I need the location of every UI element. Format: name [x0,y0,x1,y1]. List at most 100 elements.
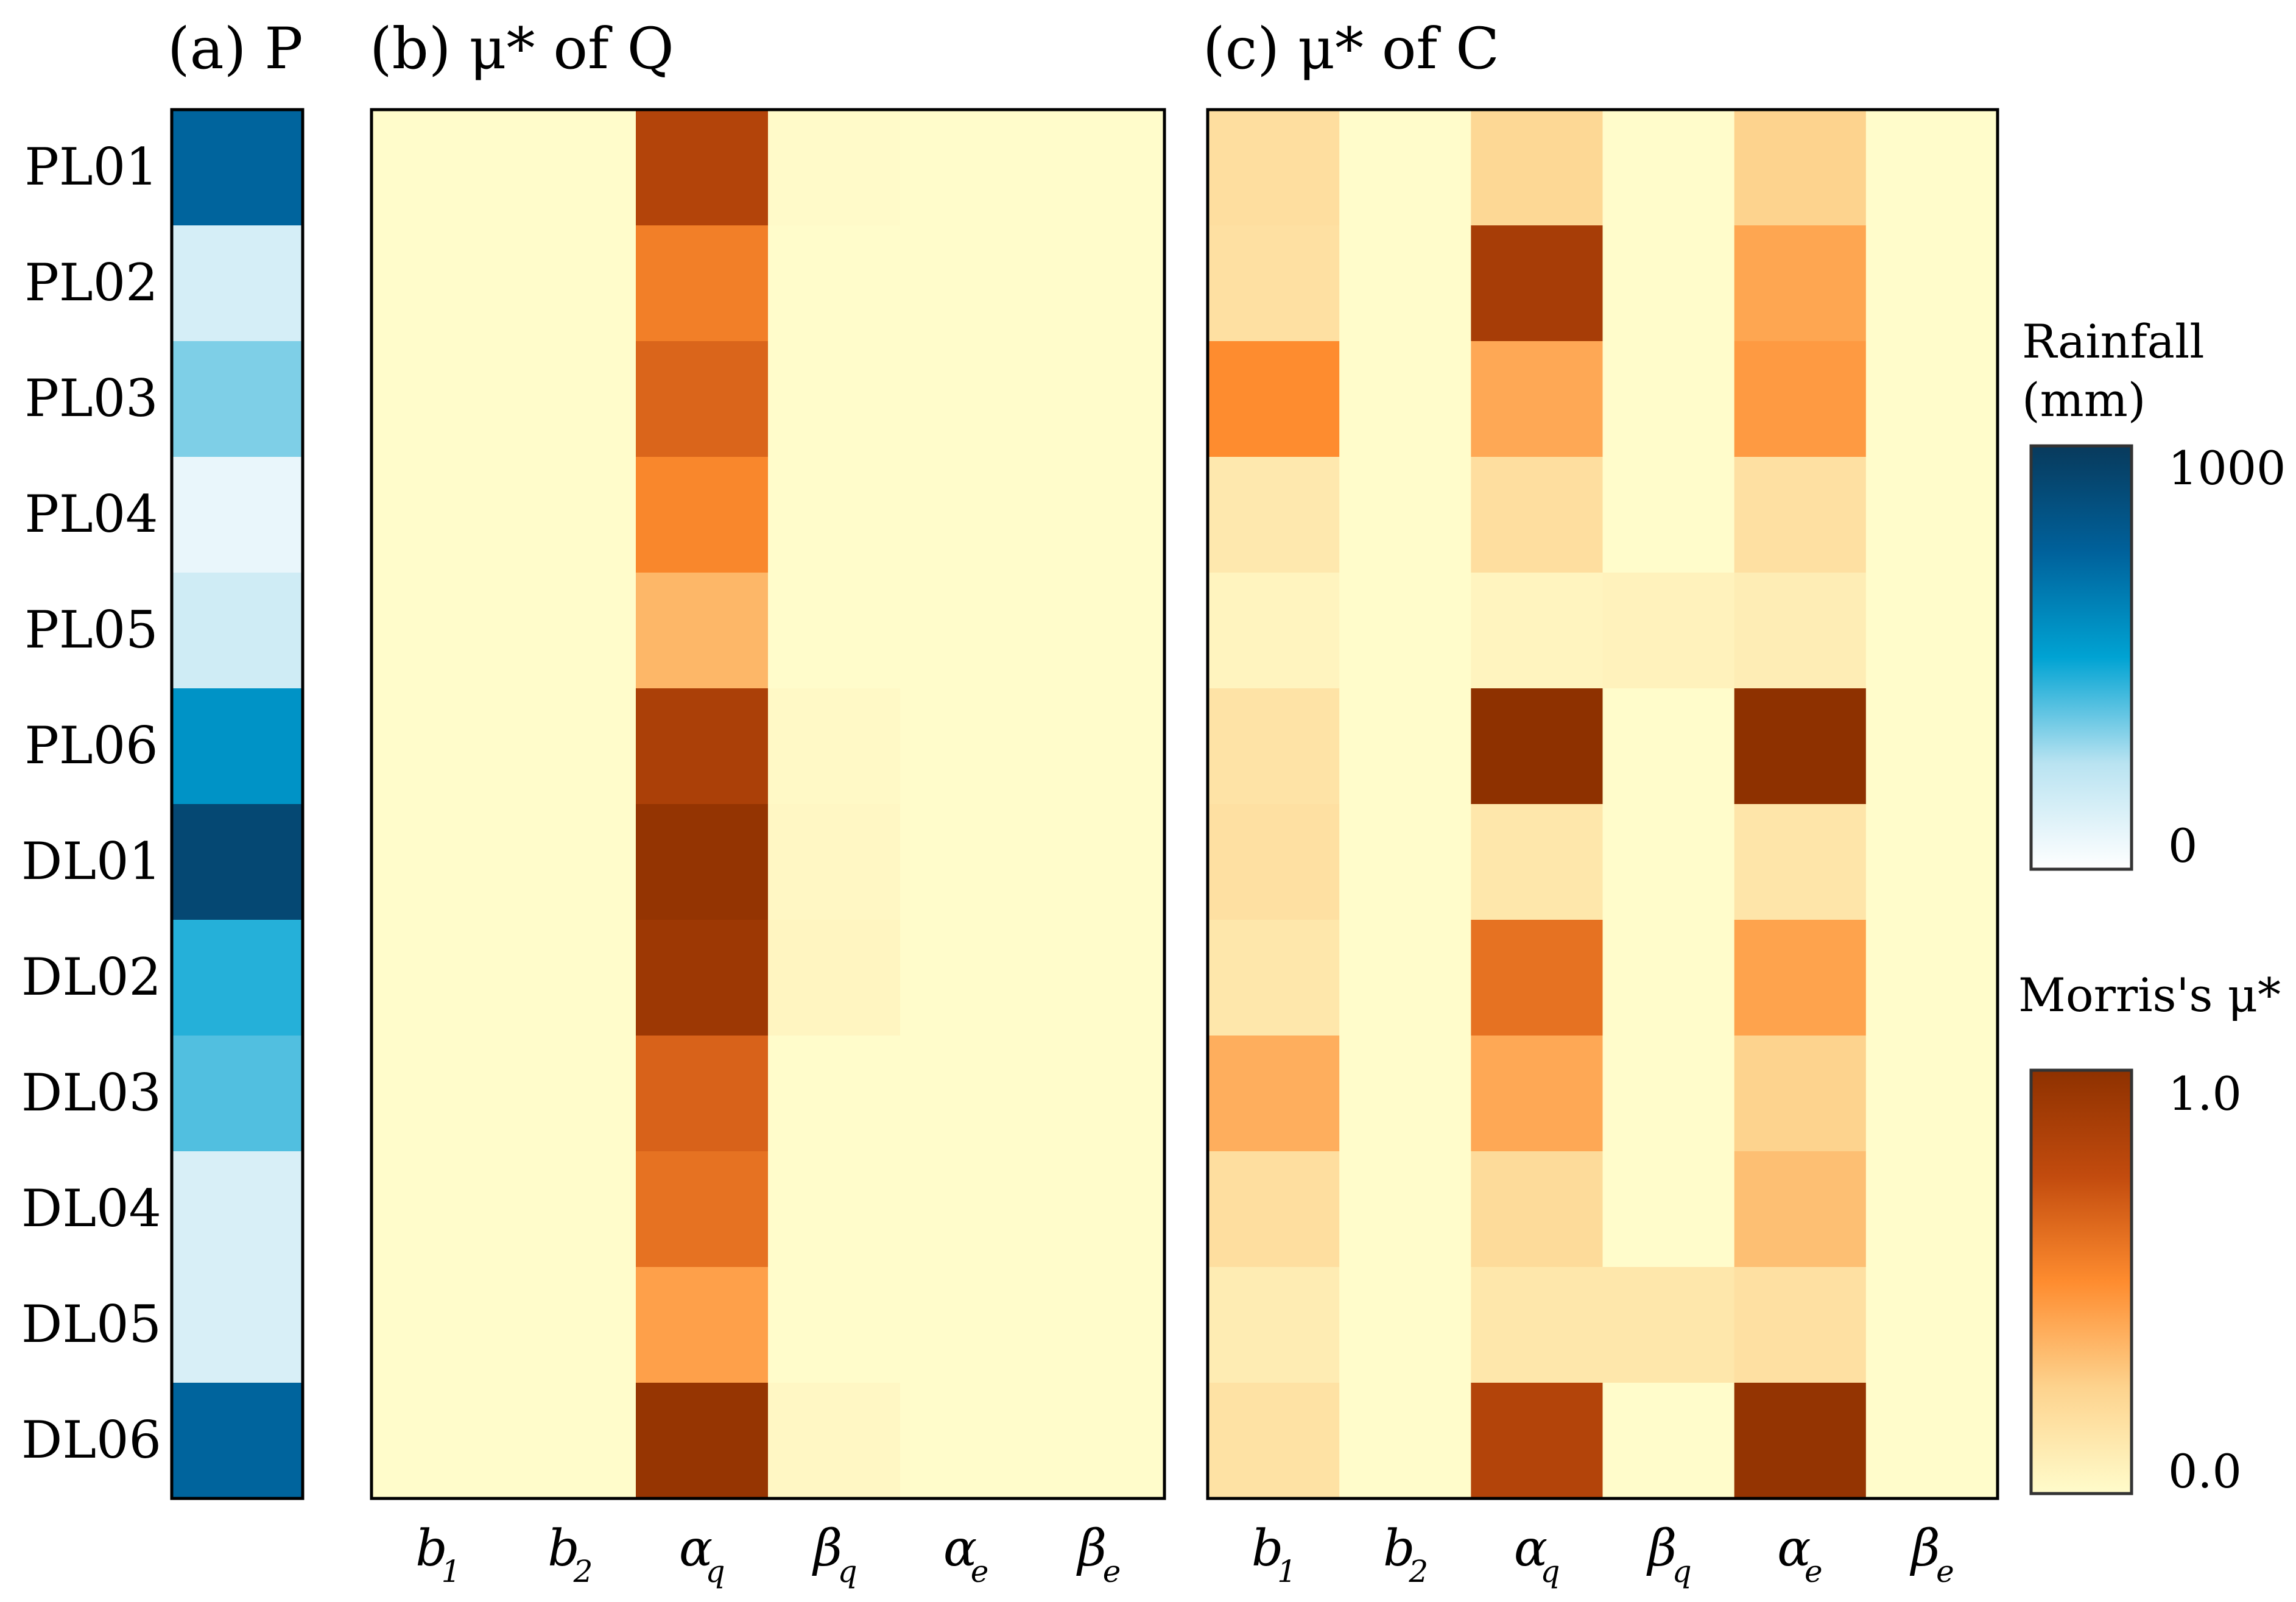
panel-b-cell [900,920,1033,1036]
rainfall-cell-DL02 [172,920,303,1036]
panel-c-cell [1339,1151,1471,1268]
panel-c-cell [1471,688,1604,805]
panel-b-cell [504,920,636,1036]
panel-b-column-label: b [548,1520,580,1578]
rainfall-cell-DL04 [172,1151,303,1268]
panel-c-cell [1339,225,1471,342]
panel-b-column-label-subscript: e [971,1554,989,1589]
panel-c-cell [1734,457,1867,573]
panel-c-cell [1865,804,1998,920]
panel-c-cell [1734,341,1867,457]
panel-c-cell [1471,573,1604,689]
panel-c-cell [1865,1151,1998,1268]
panel-c-cell [1339,920,1471,1036]
panel-b-cell [900,341,1033,457]
panel-b-cell [636,920,769,1036]
panel-b-cell [1032,110,1165,226]
panel-c-cell [1208,1267,1340,1383]
panel-c-cell [1734,688,1867,805]
panel-b-cell [900,1383,1033,1499]
panel-b-cell [900,804,1033,920]
rainfall-cell-DL06 [172,1383,303,1499]
row-label: DL03 [21,1063,161,1123]
panel-b-column-label: β [1076,1520,1107,1578]
panel-c-cell [1734,1267,1867,1383]
panel-b-cell [768,225,901,342]
panel-c-cell [1208,110,1340,226]
panel-b-cell [504,1151,636,1268]
panel-c-cell [1208,1151,1340,1268]
panel-c-cell [1208,1383,1340,1499]
panel-c-cell [1734,573,1867,689]
row-labels: PL01 PL02 PL03 PL04 PL05 PL06 DL01 DL02 DL03 DL04… [21,137,161,1470]
panel-b-column-label-subscript: q [837,1554,857,1589]
panel-c-cell [1602,457,1735,573]
rainfall-colorbar-max-label: 1000 [2168,441,2286,495]
row-label: DL06 [21,1410,161,1470]
panel-c-cell [1602,1267,1735,1383]
panel-c-cell [1602,1383,1735,1499]
panel-b-cell [768,1383,901,1499]
rainfall-cell-PL01 [172,110,303,226]
panel-b-cell [768,688,901,805]
panel-c-cell [1208,341,1340,457]
panel-c-cell [1865,573,1998,689]
panel-b-cell [1032,688,1165,805]
rainfall-cell-PL03 [172,341,303,457]
panel-b-frame [370,108,1166,1500]
morris-colorbar-min-label: 0.0 [2168,1444,2242,1498]
panel-b-column-label-subscript: 1 [442,1554,461,1589]
panel-c-cell [1602,920,1735,1036]
panel-b-cell [372,688,504,805]
panel-b-column-labels: b1 b2 αq βq αe βe [415,1520,1121,1589]
rainfall-cell-DL01 [172,804,303,920]
panel-c-cell [1208,804,1340,920]
panel-b-cell [636,804,769,920]
panel-b-cell [900,1036,1033,1152]
panel-b-cell [1032,457,1165,573]
panel-b-cell [1032,225,1165,342]
panel-b-cell [504,1383,636,1499]
panel-b-cell [900,110,1033,226]
panel-c-cell [1602,573,1735,689]
panel-b-cell [636,1267,769,1383]
panel-c-column-label: b [1252,1520,1284,1578]
morris-colorbar [2029,1068,2133,1495]
panel-b-cell [900,1151,1033,1268]
panel-a-frame [170,108,305,1500]
row-label: PL03 [24,369,158,428]
panel-b-cell [636,1151,769,1268]
panel-c-cell [1602,341,1735,457]
panel-b-cell [504,1036,636,1152]
panel-c-cell [1865,920,1998,1036]
rainfall-cell-PL02 [172,225,303,342]
panel-b-column-label-subscript: e [1103,1554,1121,1589]
panel-c-cell [1339,1267,1471,1383]
panel-c-cell [1208,920,1340,1036]
panel-b-cell [1032,573,1165,689]
panel-c-cell [1865,1267,1998,1383]
panel-b-cell [768,920,901,1036]
panel-c-cell [1734,1151,1867,1268]
panel-c-column-label-subscript: e [1936,1554,1954,1589]
panel-b-cell [504,225,636,342]
panel-b-cell [372,341,504,457]
panel-b-cell [636,1036,769,1152]
panel-b-cell [504,804,636,920]
panel-b-cell [900,688,1033,805]
panel-b-column-label-subscript: 2 [573,1554,593,1589]
panel-c-cell [1339,688,1471,805]
panel-b-column-label-subscript: q [705,1554,725,1589]
panel-c-cell [1734,110,1867,226]
panel-b-column-label: α [943,1520,977,1578]
panel-b-cell [372,1036,504,1152]
panel-c-cell [1471,110,1604,226]
panel-c-cell [1865,110,1998,226]
panel-b-cell [768,457,901,573]
panel-c-cell [1471,1036,1604,1152]
panel-c-cell [1471,225,1604,342]
row-label: PL06 [24,716,158,775]
rainfall-cell-PL04 [172,457,303,573]
panel-b-cell [504,573,636,689]
